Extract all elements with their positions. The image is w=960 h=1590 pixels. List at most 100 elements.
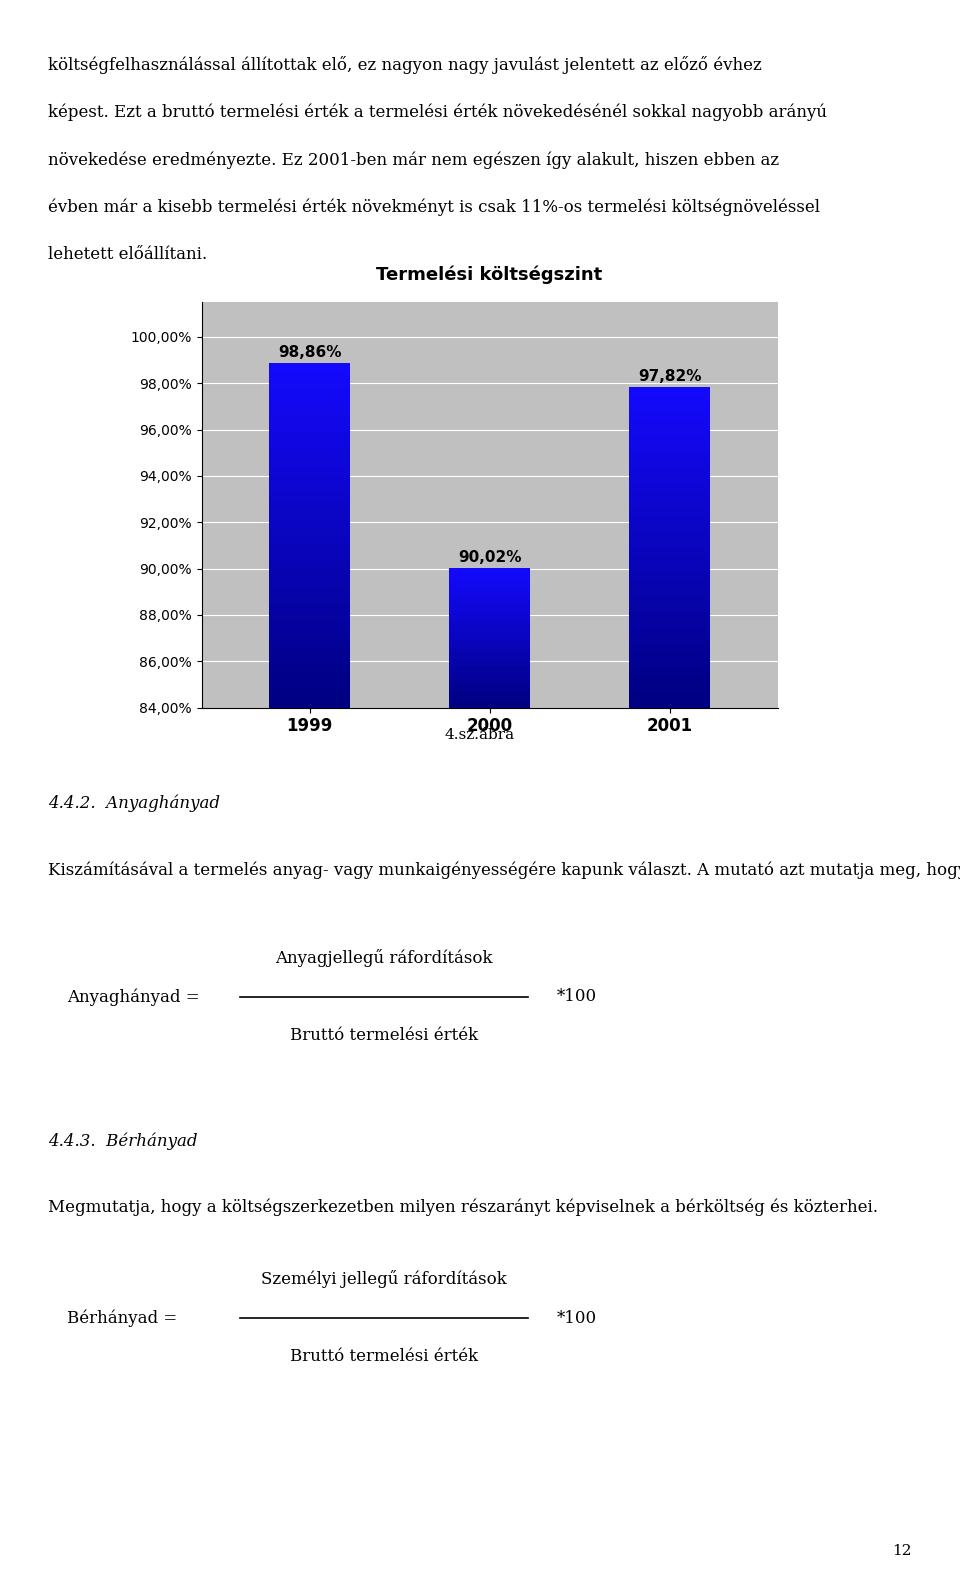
Bar [629,444,710,452]
Bar [269,579,350,587]
Text: 4.4.2.  Anyaghányad: 4.4.2. Anyaghányad [48,795,220,812]
Bar [449,658,530,661]
Bar [449,614,530,617]
Bar [629,660,710,668]
Bar [629,563,710,571]
Bar [269,544,350,553]
Bar [629,467,710,475]
Text: 4.4.3.  Bérhányad: 4.4.3. Bérhányad [48,1132,198,1150]
Bar [449,641,530,646]
Bar [269,596,350,604]
Bar [629,523,710,531]
Bar [269,501,350,509]
Text: *100: *100 [557,1310,597,1326]
Bar [269,700,350,708]
Bar [269,657,350,665]
Bar [449,676,530,679]
Text: 98,86%: 98,86% [277,345,342,359]
Bar [269,553,350,561]
Bar [629,396,710,404]
Bar [269,639,350,647]
Bar [449,673,530,676]
Text: költségfelhasználással állítottak elő, ez nagyon nagy javulást jelentett az előz: költségfelhasználással állítottak elő, e… [48,56,761,73]
Bar [449,638,530,641]
Bar [629,539,710,547]
Bar [629,579,710,587]
Bar [449,649,530,652]
Text: lehetett előállítani.: lehetett előállítani. [48,246,207,264]
Bar [269,407,350,415]
Bar [449,661,530,666]
Bar [449,693,530,696]
Bar [629,420,710,428]
Bar [629,460,710,467]
Bar [629,491,710,499]
Text: Termelési költségszint: Termelési költségszint [376,266,603,285]
Bar [629,612,710,620]
Bar [449,652,530,655]
Bar [269,483,350,493]
Bar [449,623,530,628]
Bar [269,569,350,579]
Text: növekedése eredményezte. Ez 2001-ben már nem egészen így alakult, hiszen ebben a: növekedése eredményezte. Ez 2001-ben már… [48,151,780,169]
Bar [449,701,530,704]
Bar [449,666,530,669]
Bar [269,690,350,700]
Bar [629,700,710,708]
Bar [269,604,350,612]
Bar [629,499,710,507]
Bar [629,620,710,628]
Bar [269,493,350,501]
Text: képest. Ezt a bruttó termelési érték a termelési érték növekedésénél sokkal nagy: képest. Ezt a bruttó termelési érték a t… [48,103,827,121]
Bar [449,579,530,582]
Bar [449,582,530,585]
Bar [449,599,530,603]
Bar [449,669,530,673]
Bar [269,647,350,657]
Bar [449,631,530,634]
Bar [269,440,350,450]
Bar [449,690,530,693]
Bar [629,428,710,436]
Bar [629,684,710,692]
Bar [629,507,710,515]
Bar [449,704,530,708]
Bar [629,596,710,604]
Text: 4.sz.ábra: 4.sz.ábra [444,728,516,743]
Bar [449,696,530,701]
Bar [629,404,710,412]
Bar [269,372,350,380]
Text: 97,82%: 97,82% [637,369,702,383]
Bar [449,684,530,687]
Text: Bérhányad =: Bérhányad = [67,1309,178,1328]
Text: 90,02%: 90,02% [458,550,521,564]
Bar [269,630,350,639]
Bar [629,676,710,684]
Text: évben már a kisebb termelési érték növekményt is csak 11%-os termelési költségnö: évben már a kisebb termelési érték növek… [48,199,820,216]
Bar [269,380,350,390]
Bar [449,585,530,588]
Text: Megmutatja, hogy a költségszerkezetben milyen részarányt képviselnek a bérköltsé: Megmutatja, hogy a költségszerkezetben m… [48,1199,878,1216]
Bar [629,692,710,700]
Bar [629,412,710,420]
Bar [629,547,710,555]
Bar [449,588,530,593]
Bar [269,536,350,544]
Bar [269,423,350,432]
Text: *100: *100 [557,989,597,1005]
Text: Bruttó termelési érték: Bruttó termelési érték [290,1027,478,1045]
Bar [269,450,350,458]
Bar [449,603,530,606]
Bar [269,561,350,569]
Bar [449,617,530,620]
Bar [629,483,710,491]
Text: Kiszámításával a termelés anyag- vagy munkaigényességére kapunk választ. A mutat: Kiszámításával a termelés anyag- vagy mu… [48,862,960,879]
Bar [449,679,530,684]
Text: Személyi jellegű ráfordítások: Személyi jellegű ráfordítások [261,1270,507,1288]
Bar [269,390,350,398]
Text: Anyaghányad =: Anyaghányad = [67,987,200,1006]
Bar [269,622,350,630]
Bar [269,526,350,536]
Bar [449,628,530,631]
Bar [449,634,530,638]
